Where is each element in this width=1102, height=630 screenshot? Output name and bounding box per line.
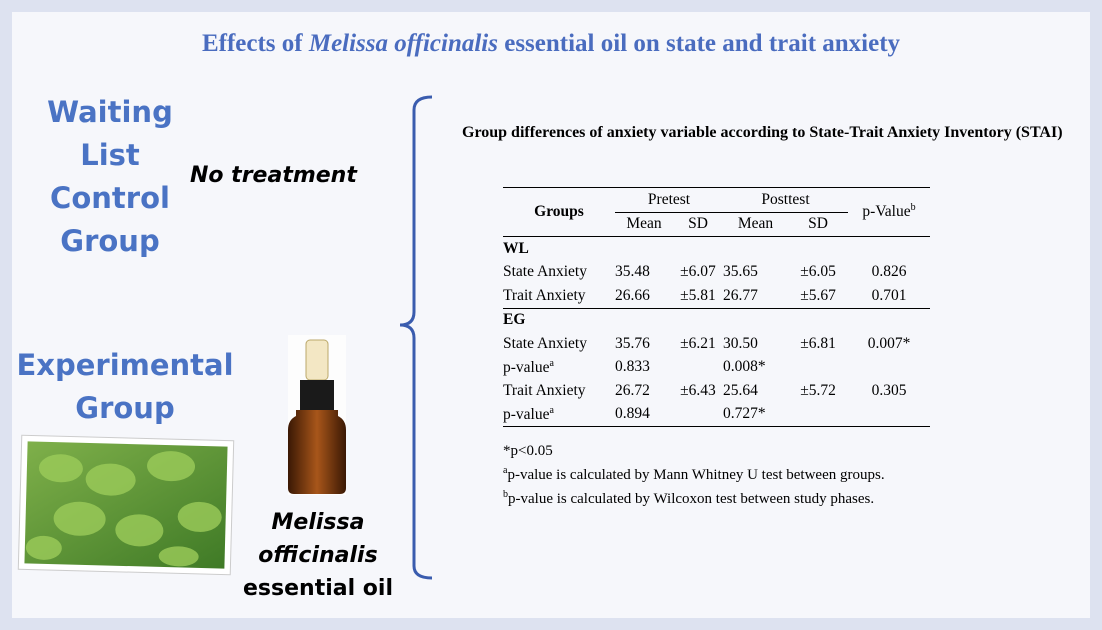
cell xyxy=(848,356,930,380)
footnote: *p<0.05 xyxy=(503,442,885,461)
row-label-text: State Anxiety xyxy=(503,335,587,352)
row-label: Trait Anxiety xyxy=(503,284,615,308)
cell: ±6.05 xyxy=(788,261,848,285)
oil-bottle xyxy=(288,335,346,495)
cell: 0.894 xyxy=(615,403,673,427)
cell: 0.833 xyxy=(615,356,673,380)
footnotes: *p<0.05 ap-value is calculated by Mann Wh… xyxy=(503,442,885,509)
cell: 0.826 xyxy=(848,261,930,285)
page: Effects of Melissa officinalis essential… xyxy=(0,0,1102,630)
row-label: p-valuea xyxy=(503,356,615,380)
column-header: Posttest xyxy=(723,188,848,213)
cell: 0.701 xyxy=(848,284,930,308)
section-row: WL xyxy=(503,237,930,261)
cell: 0.008* xyxy=(723,356,788,380)
cell: ±6.43 xyxy=(673,379,723,403)
brace xyxy=(400,97,432,578)
cell: ±5.67 xyxy=(788,284,848,308)
superscript: b xyxy=(911,202,916,213)
subcolumn-header: SD xyxy=(788,212,848,237)
footnote-text: p-value is calculated by Wilcoxon test b… xyxy=(508,491,874,507)
cell xyxy=(788,356,848,380)
plant-photo xyxy=(18,435,233,575)
row-label: p-valuea xyxy=(503,403,615,427)
footnote: ap-value is calculated by Mann Whitney U… xyxy=(503,461,885,485)
cell: 35.48 xyxy=(615,261,673,285)
cell xyxy=(788,403,848,427)
subcolumn-header: Mean xyxy=(723,212,788,237)
row-label-text: Trait Anxiety xyxy=(503,287,586,304)
column-header: Groups xyxy=(503,188,615,237)
footnote-text: p-value is calculated by Mann Whitney U … xyxy=(507,467,884,483)
cell: 35.76 xyxy=(615,332,673,356)
superscript: a xyxy=(549,358,553,369)
row-label: State Anxiety xyxy=(503,332,615,356)
cell: 35.65 xyxy=(723,261,788,285)
footnote-text: *p<0.05 xyxy=(503,443,553,459)
section-label: WL xyxy=(503,237,930,261)
cell: 25.64 xyxy=(723,379,788,403)
column-header: Pretest xyxy=(615,188,723,213)
superscript: a xyxy=(549,405,553,416)
row-label-text: State Anxiety xyxy=(503,263,587,280)
cell: ±5.81 xyxy=(673,284,723,308)
footnote: bp-value is calculated by Wilcoxon test … xyxy=(503,485,885,509)
row-label-text: p-value xyxy=(503,406,549,423)
cell: ±5.72 xyxy=(788,379,848,403)
cell xyxy=(673,403,723,427)
cell: 26.72 xyxy=(615,379,673,403)
column-header: p-Valueb xyxy=(848,188,930,237)
row-label-text: Trait Anxiety xyxy=(503,382,586,399)
row-label: State Anxiety xyxy=(503,261,615,285)
section-row: EG xyxy=(503,308,930,332)
header-text: p-Value xyxy=(862,204,910,221)
cell: 0.007* xyxy=(848,332,930,356)
cell: 0.305 xyxy=(848,379,930,403)
cell: ±6.21 xyxy=(673,332,723,356)
row-label-text: p-value xyxy=(503,359,549,376)
subcolumn-header: SD xyxy=(673,212,723,237)
cell: ±6.07 xyxy=(673,261,723,285)
section-label: EG xyxy=(503,308,930,332)
cell: 0.727* xyxy=(723,403,788,427)
row-label: Trait Anxiety xyxy=(503,379,615,403)
cell: 30.50 xyxy=(723,332,788,356)
cell xyxy=(673,356,723,380)
table-title: Group differences of anxiety variable ac… xyxy=(462,124,1063,142)
cell: 26.66 xyxy=(615,284,673,308)
subcolumn-header: Mean xyxy=(615,212,673,237)
cell: 26.77 xyxy=(723,284,788,308)
cell: ±6.81 xyxy=(788,332,848,356)
cell xyxy=(848,403,930,427)
